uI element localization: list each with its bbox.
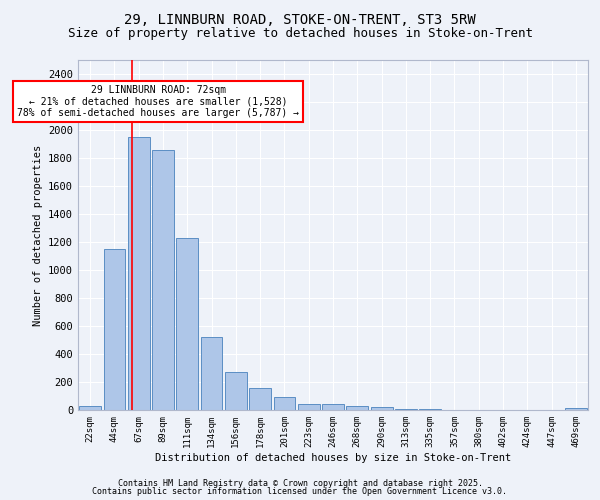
Y-axis label: Number of detached properties: Number of detached properties — [32, 144, 43, 326]
Bar — [128, 137, 149, 410]
Bar — [274, 398, 295, 410]
Text: Size of property relative to detached houses in Stoke-on-Trent: Size of property relative to detached ho… — [67, 28, 533, 40]
Text: 29 LINNBURN ROAD: 72sqm
← 21% of detached houses are smaller (1,528)
78% of semi: 29 LINNBURN ROAD: 72sqm ← 21% of detache… — [17, 85, 299, 118]
Bar — [322, 404, 344, 410]
Bar — [565, 408, 587, 410]
Bar — [104, 249, 125, 410]
Bar — [371, 407, 392, 410]
Bar — [200, 337, 223, 410]
Bar — [79, 406, 101, 410]
Bar — [225, 372, 247, 410]
Bar — [176, 238, 198, 410]
Text: 29, LINNBURN ROAD, STOKE-ON-TRENT, ST3 5RW: 29, LINNBURN ROAD, STOKE-ON-TRENT, ST3 5… — [124, 12, 476, 26]
Bar — [346, 406, 368, 410]
Text: Contains public sector information licensed under the Open Government Licence v3: Contains public sector information licen… — [92, 487, 508, 496]
Text: Contains HM Land Registry data © Crown copyright and database right 2025.: Contains HM Land Registry data © Crown c… — [118, 478, 482, 488]
Bar — [395, 409, 417, 410]
Bar — [298, 404, 320, 410]
Bar — [249, 388, 271, 410]
Bar — [152, 150, 174, 410]
X-axis label: Distribution of detached houses by size in Stoke-on-Trent: Distribution of detached houses by size … — [155, 452, 511, 462]
